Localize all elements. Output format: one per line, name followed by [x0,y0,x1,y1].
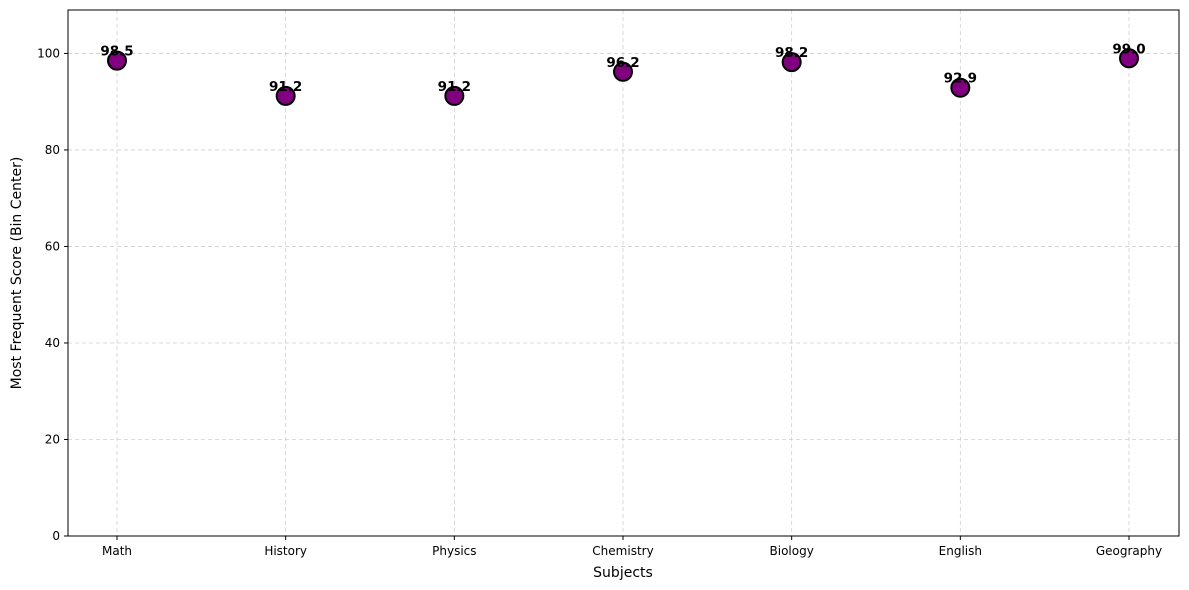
plot-area-frame [67,9,1180,537]
x-tick-label: Geography [1096,544,1162,558]
grid [68,10,1179,537]
x-tick-label: Math [102,544,132,558]
data-point [1119,48,1139,69]
x-tick-label: English [939,544,982,558]
y-tick-label: 100 [37,46,60,60]
x-tick-label: History [264,544,307,558]
x-axis-label: Subjects [593,565,653,581]
y-axis: 0 20 40 60 80 100 [37,46,68,543]
y-tick-label: 40 [45,336,60,350]
data-value-label: 96.2 [606,55,639,71]
data-value-label: 91.2 [269,79,302,95]
x-tick-label: Physics [432,544,476,558]
points [107,48,1139,106]
y-tick-label: 60 [45,239,60,253]
data-value-label: 98.5 [100,44,133,60]
data-point [781,52,802,73]
x-axis: Math History Physics Chemistry Biology Englis… [102,536,1162,558]
data-value-label: 99.0 [1112,41,1145,57]
data-point [275,85,296,106]
data-labels: 98.5 91.2 91.2 96.2 98.2 92.9 99.0 [100,41,1145,95]
data-point [613,61,633,82]
x-tick-label: Biology [770,544,814,558]
x-tick-label: Chemistry [592,544,653,558]
y-tick-label: 20 [45,432,60,446]
y-axis-label: Most Frequent Score (Bin Center) [9,157,25,390]
data-point [107,50,127,71]
data-value-label: 98.2 [775,45,808,61]
y-tick-label: 0 [52,529,60,543]
data-value-label: 92.9 [944,71,977,87]
y-tick-label: 80 [45,143,60,157]
data-point [444,85,465,106]
data-point [950,77,971,98]
data-value-label: 91.2 [438,79,471,95]
